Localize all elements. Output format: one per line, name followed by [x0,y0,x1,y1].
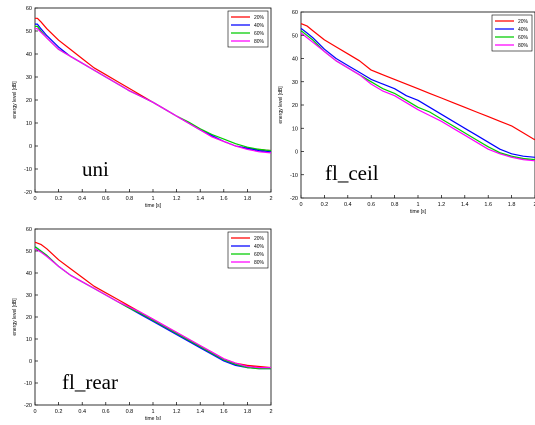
y-tick-label: 10 [292,126,298,132]
x-tick-label: 1.2 [173,196,181,202]
legend-label: 60% [518,35,529,41]
chart-svg: 0 0.2 0.4 0.6 0.8 1 1.2 1.4 1.6 1.8 2 -20 -10 0 10 20 30… [12,227,273,422]
x-tick-label: 0.4 [344,202,352,208]
legend-label: 20% [254,236,265,242]
chart-panel: 0 0.2 0.4 0.6 0.8 1 1.2 1.4 1.6 1.8 2 -20 -10 0 10 20 30… [0,215,275,422]
y-tick-label: 20 [292,103,298,109]
legend-label: 60% [254,252,265,258]
x-tick-label: 0.2 [55,409,63,415]
x-tick-label: 1.2 [438,202,446,208]
legend-label: 20% [254,15,265,21]
x-tick-label: 1.2 [173,409,181,415]
chart-svg: 0 0.2 0.4 0.6 0.8 1 1.2 1.4 1.6 1.8 2 -20 -10 0 10 20 30… [12,6,273,209]
series-line-80pct [35,28,272,154]
y-tick-label: 10 [26,337,32,343]
series-line-40pct [300,27,535,158]
x-tick-label: 1 [416,202,419,208]
x-tick-label: 1.4 [196,196,204,202]
y-axis-label: energy level [dB] [12,81,18,119]
y-tick-label: 60 [26,6,32,12]
y-tick-label: 40 [26,52,32,58]
legend-label: 20% [518,19,529,25]
y-tick-label: 0 [29,359,32,365]
x-axis-label: time [s] [410,209,427,215]
legend: 20% 40% 60% 80% [227,10,269,48]
x-tick-label: 1.6 [220,196,228,202]
x-tick-label: 0.2 [321,202,329,208]
y-tick-label: -10 [24,381,32,387]
x-tick-label: 2 [269,409,272,415]
x-tick-label: 0.8 [126,196,134,202]
x-tick-label: 1.8 [244,196,252,202]
chart-panel: 0 0.2 0.4 0.6 0.8 1 1.2 1.4 1.6 1.8 2 -20 -10 0 10 20 30… [0,0,275,209]
y-tick-label: 30 [292,80,298,86]
x-tick-label: 1 [151,196,154,202]
x-tick-label: 1.6 [484,202,492,208]
x-tick-label: 0.8 [126,409,134,415]
legend-label: 80% [518,43,529,49]
panel-annotation: uni [82,157,109,181]
legend-label: 80% [254,260,265,266]
chart-panel: 0 0.2 0.4 0.6 0.8 1 1.2 1.4 1.6 1.8 2 -20 -10 0 10 20 30… [265,0,535,215]
x-tick-label: 0.6 [102,196,110,202]
y-tick-label: -20 [24,190,32,196]
series-line-80pct [300,32,535,162]
legend: 20% 40% 60% 80% [227,231,269,269]
x-tick-label: 0.4 [78,196,86,202]
x-tick-label: 1.4 [461,202,469,208]
y-tick-label: -20 [290,196,298,202]
x-axis-label: time [s] [145,416,162,420]
y-tick-label: -20 [24,403,32,409]
series-line-80pct [34,248,271,369]
x-tick-label: 0 [299,202,302,208]
x-tick-label: 0.6 [102,409,110,415]
x-tick-label: 0.8 [391,202,399,208]
y-axis-label: energy level [dB] [12,298,18,336]
y-tick-label: 30 [26,293,32,299]
x-tick-label: 1.8 [508,202,516,208]
panel-annotation: fl_ceil [325,161,379,185]
x-tick-label: 1 [151,409,154,415]
y-tick-label: 20 [26,315,32,321]
legend: 20% 40% 60% 80% [491,14,533,52]
x-tick-label: 0 [33,196,36,202]
y-tick-label: 30 [26,75,32,81]
y-tick-label: 50 [292,33,298,39]
y-tick-label: 50 [26,249,32,255]
y-tick-label: 0 [29,144,32,150]
legend-label: 80% [254,39,265,45]
legend-label: 40% [254,23,265,29]
y-tick-label: 60 [292,10,298,16]
y-tick-label: 0 [295,150,298,156]
y-tick-label: -10 [290,173,298,179]
legend-label: 60% [254,31,265,37]
x-tick-label: 1.4 [196,409,204,415]
y-tick-label: 10 [26,121,32,127]
x-tick-label: 2 [269,196,272,202]
y-tick-label: 40 [26,271,32,277]
chart-svg: 0 0.2 0.4 0.6 0.8 1 1.2 1.4 1.6 1.8 2 -20 -10 0 10 20 30… [278,10,535,215]
x-axis-label: time [s] [145,203,162,208]
y-tick-label: 60 [26,227,32,233]
x-tick-label: 0.4 [78,409,86,415]
x-tick-label: 0.6 [367,202,375,208]
x-tick-label: 1.6 [220,409,228,415]
y-tick-label: -10 [24,167,32,173]
y-tick-label: 40 [292,57,298,63]
y-axis-label: energy level [dB] [278,86,284,124]
legend-label: 40% [254,244,265,250]
series-line-20pct [300,23,535,141]
legend-label: 40% [518,27,529,33]
x-tick-label: 2 [533,202,535,208]
x-tick-label: 0 [33,409,36,415]
y-tick-label: 20 [26,98,32,104]
y-tick-label: 50 [26,29,32,35]
x-tick-label: 0.2 [55,196,63,202]
x-tick-label: 1.8 [244,409,252,415]
panel-annotation: fl_rear [62,370,118,394]
